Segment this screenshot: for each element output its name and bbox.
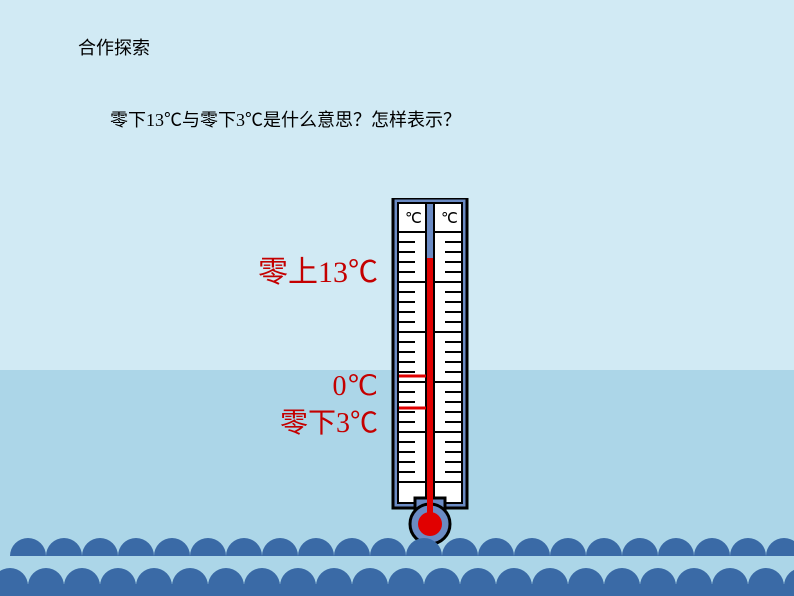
label-above-13: 零上13℃: [218, 247, 378, 291]
thermometer: ℃℃: [385, 198, 475, 548]
svg-text:℃: ℃: [441, 211, 458, 227]
svg-text:℃: ℃: [405, 211, 422, 227]
wave-pattern: [0, 536, 794, 596]
page-title: 合作探索: [78, 34, 150, 60]
question-text: 零下13℃与零下3℃是什么意思？怎样表示？: [110, 106, 461, 132]
label-below-3: 零下3℃: [238, 401, 378, 441]
label-zero: 0℃: [278, 369, 378, 403]
